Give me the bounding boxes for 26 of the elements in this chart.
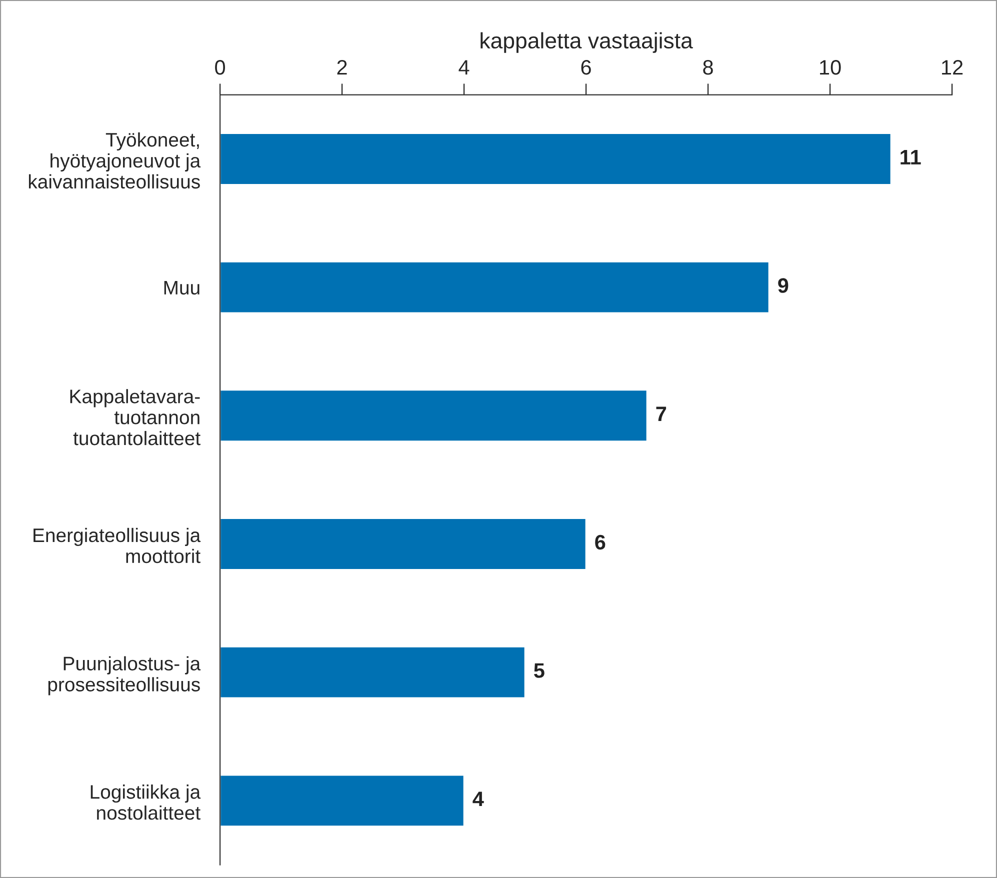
bar [220, 260, 770, 314]
data-label: 7 [656, 406, 666, 422]
bar [220, 646, 526, 699]
bar [220, 774, 465, 828]
x-tick-label: 12 [942, 60, 963, 75]
y-tick-label: Muu [164, 280, 200, 295]
y-tick-label: Energiateollisuus ja moottorit [34, 528, 201, 564]
data-label: 5 [534, 663, 544, 678]
data-label: 9 [778, 278, 788, 293]
y-tick-label: Työkoneet, hyötyajoneuvot ja kaivannaisteollisuus [28, 132, 201, 189]
x-tick-label: 2 [337, 60, 347, 75]
x-tick-label: 0 [215, 60, 226, 75]
y-tick-label: Logistiikka ja nostolaitteet [90, 784, 201, 820]
x-tick-label: 4 [458, 60, 470, 75]
data-label: 11 [900, 150, 921, 164]
data-label: 4 [472, 792, 484, 806]
bar [220, 518, 587, 570]
bar [220, 389, 648, 442]
data-label: 6 [595, 534, 606, 550]
y-tick-label: Kappaletavara- tuotannon tuotantolaitteet [70, 389, 200, 446]
y-tick-label: Puunjalostus- ja prosessiteollisuus [48, 656, 201, 696]
x-tick-label: 8 [703, 60, 713, 75]
x-axis-title: kappaletta vastaajista [480, 32, 693, 53]
bar [220, 132, 892, 186]
x-tick-label: 10 [820, 60, 841, 75]
x-tick-label: 6 [581, 60, 591, 75]
